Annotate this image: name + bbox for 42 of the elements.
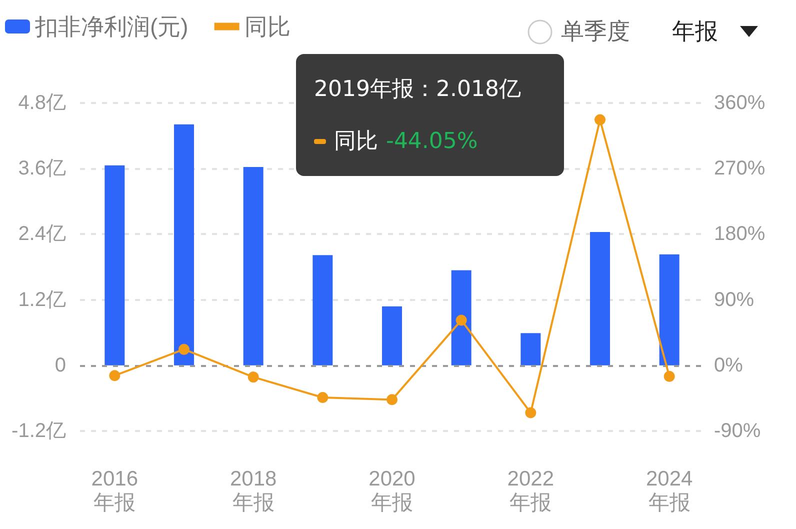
- y-tick-label: 0: [54, 354, 66, 376]
- bar: [243, 166, 264, 366]
- x-tick-label: 2022 年报: [507, 468, 554, 514]
- annotation: 同比: [334, 128, 378, 156]
- text: 2019年报：2.018亿: [314, 76, 521, 104]
- point: [525, 407, 536, 418]
- bar: [451, 270, 472, 366]
- legend-label: 扣非净利润(元): [34, 14, 188, 40]
- bar: [382, 306, 402, 366]
- y2-tick-label: 180%: [714, 223, 766, 246]
- y2-tick-label: 270%: [714, 158, 766, 180]
- y2-tick-label: 90%: [714, 288, 754, 311]
- bar: [174, 124, 194, 366]
- text: 年报: [672, 18, 718, 47]
- x-tick-label: 2020 年报: [368, 468, 416, 514]
- x-tick-label: 2024 年报: [646, 468, 694, 514]
- bar: [520, 333, 541, 366]
- legend-label: 同比: [244, 14, 290, 40]
- point: [317, 392, 328, 404]
- point: [109, 370, 120, 382]
- bar: [659, 254, 680, 366]
- point: [248, 372, 259, 383]
- y-tick-label: 2.4亿: [18, 223, 66, 246]
- point: [386, 394, 398, 406]
- text: 单季度: [561, 18, 630, 47]
- y-tick-label: 4.8亿: [18, 92, 66, 114]
- y2-tick-label: -90%: [714, 420, 761, 442]
- bar: [104, 165, 125, 366]
- point: [456, 314, 467, 326]
- point: [594, 114, 606, 126]
- x-tick-label: 2016 年报: [91, 468, 138, 514]
- x-tick-label: 2018 年报: [230, 468, 277, 514]
- y-tick-label: 3.6亿: [18, 158, 66, 180]
- y-tick-label: -1.2亿: [12, 420, 66, 442]
- bar: [590, 232, 610, 366]
- annotation: -44.05%: [386, 128, 478, 154]
- y2-tick-label: 360%: [714, 92, 766, 114]
- y-tick-label: 1.2亿: [18, 288, 66, 311]
- bar: [312, 255, 333, 366]
- y2-tick-label: 0%: [714, 354, 744, 376]
- point: [664, 370, 675, 382]
- point: [178, 344, 190, 355]
